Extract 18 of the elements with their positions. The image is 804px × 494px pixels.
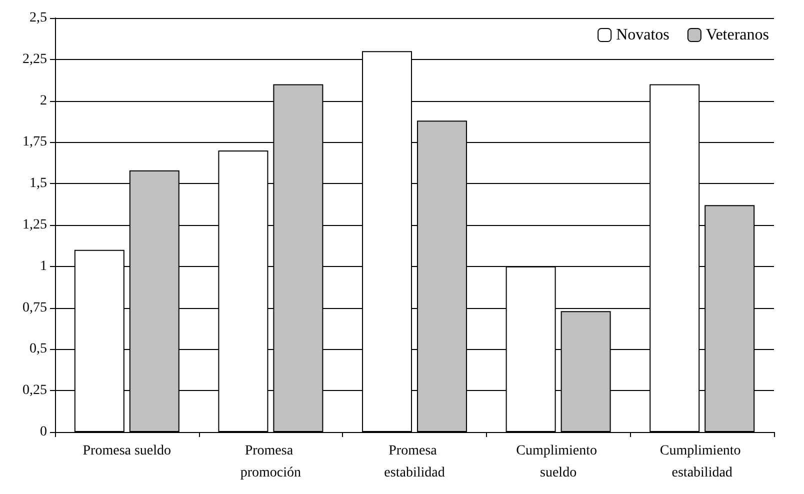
x-tick-label: Promesa estabilidad	[384, 444, 445, 480]
legend-label: Veteranos	[706, 26, 770, 44]
y-tick-label: 0,5	[30, 342, 47, 357]
y-tick-label: 2,25	[22, 52, 47, 67]
y-tick-label: 0,75	[22, 300, 47, 316]
y-tick-label: 1,75	[22, 134, 47, 150]
x-tick-label: Promesa sueldo	[82, 444, 172, 458]
y-tick-label: 0	[40, 424, 47, 440]
legend-label: Novatos	[616, 26, 670, 44]
y-tick-label: 1,5	[30, 176, 47, 192]
y-tick-label: 1	[40, 258, 47, 274]
y-tick-label: 2,5	[30, 10, 47, 26]
y-tick-label: 1,25	[22, 218, 47, 232]
y-tick-label: 0,25	[22, 383, 47, 398]
x-tick-label: Promesa promoción	[240, 444, 302, 480]
y-tick-label: 2	[40, 93, 47, 108]
x-tick-label: Cumplimiento estabilidad	[660, 444, 744, 480]
x-tick-label: Cumplimiento sueldo	[516, 444, 600, 480]
